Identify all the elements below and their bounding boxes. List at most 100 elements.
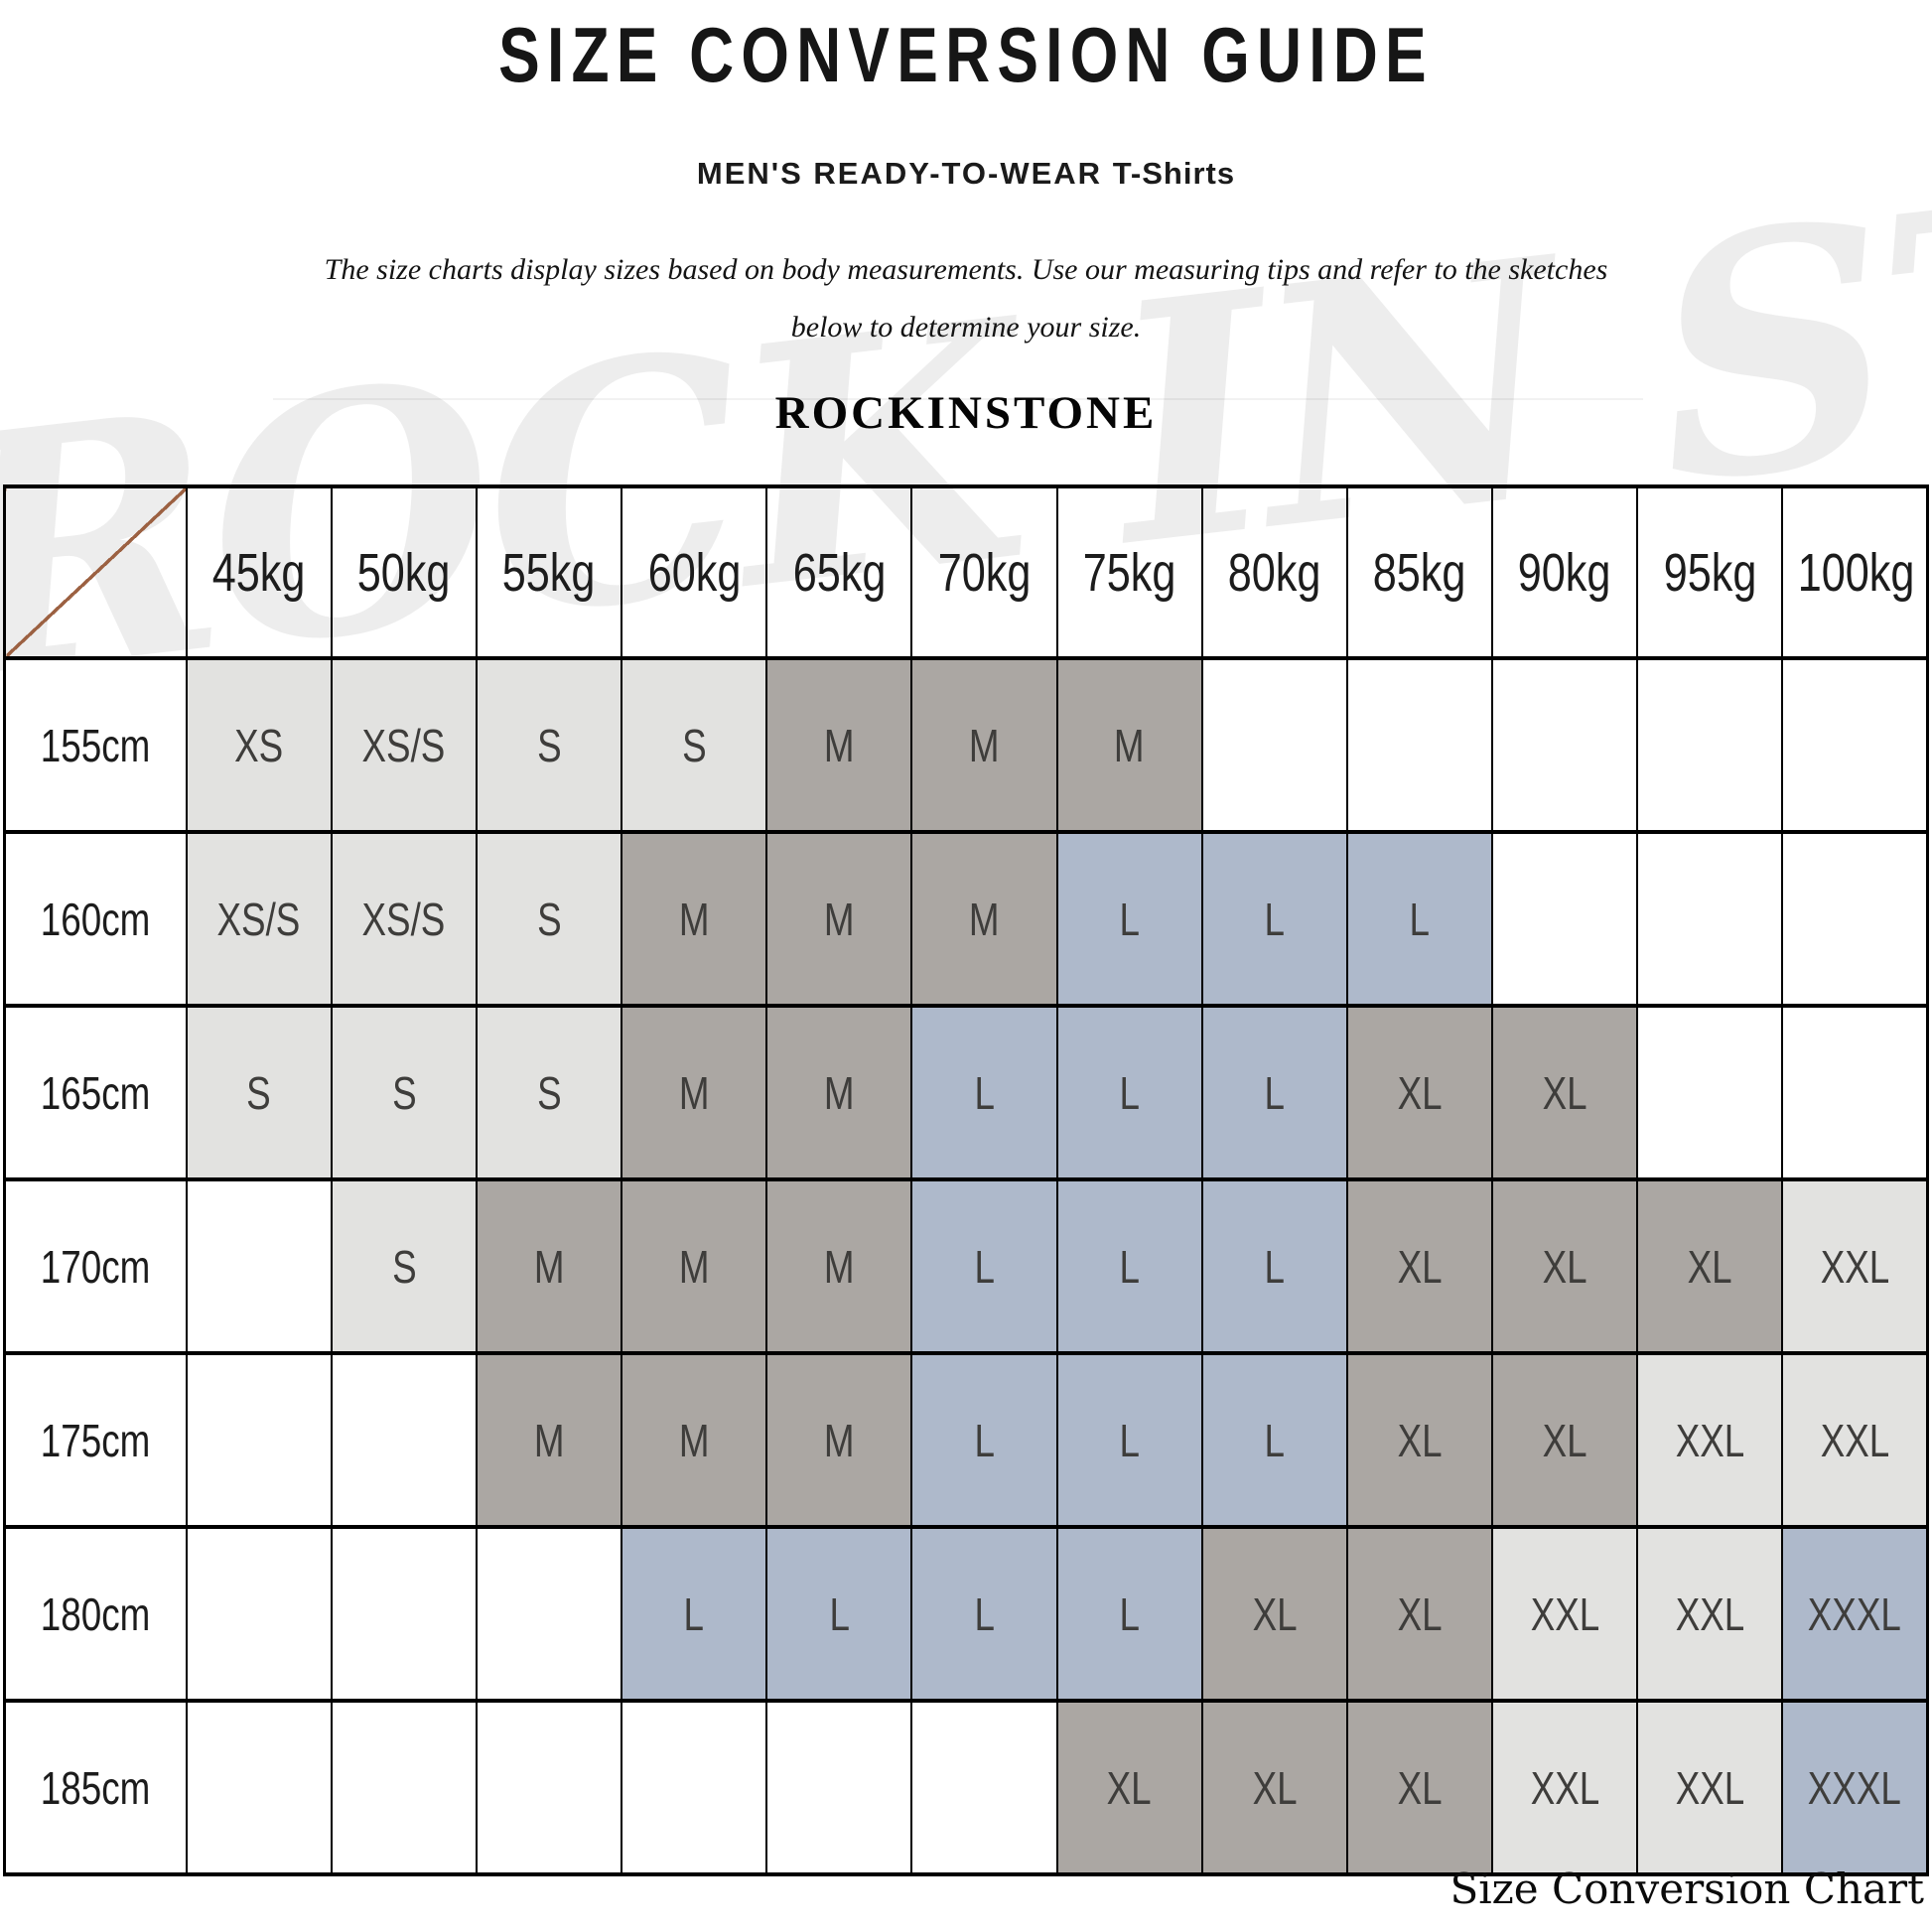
size-cell-165cm-45kg: S: [185, 1004, 333, 1181]
size-cell-185cm-90kg: XXL: [1490, 1699, 1639, 1876]
size-cell-160cm-45kg: XS/S: [185, 830, 333, 1008]
weight-header-label: 95kg: [1663, 542, 1757, 603]
table-row-165cm: 165cm S S S M M L L L XL XL: [3, 1004, 1929, 1181]
size-cell-155cm-100kg: [1781, 656, 1929, 834]
size-value: L: [1119, 1587, 1140, 1640]
size-cell-155cm-55kg: S: [475, 656, 623, 834]
size-cell-155cm-60kg: S: [621, 656, 768, 834]
size-cell-175cm-70kg: L: [910, 1351, 1058, 1529]
weight-header-label: 75kg: [1082, 542, 1176, 603]
weight-header-80kg: 80kg: [1200, 484, 1348, 660]
height-label-text: 175cm: [41, 1414, 151, 1466]
size-value: M: [823, 719, 855, 771]
table-row-155cm: 155cm XS XS/S S S M M M: [3, 656, 1929, 834]
size-cell-160cm-85kg: L: [1345, 830, 1493, 1008]
size-value: M: [823, 893, 855, 945]
corner-diagonal-cell: [3, 484, 188, 660]
size-cell-175cm-50kg: [330, 1351, 478, 1529]
size-value: XXL: [1675, 1414, 1744, 1466]
size-cell-175cm-85kg: XL: [1345, 1351, 1493, 1529]
size-value: L: [1264, 893, 1285, 945]
height-label-185cm: 185cm: [3, 1699, 188, 1876]
size-value: M: [533, 1414, 565, 1466]
size-cell-160cm-65kg: M: [765, 830, 913, 1008]
size-value: XXXL: [1808, 1761, 1902, 1814]
weight-header-label: 85kg: [1373, 542, 1466, 603]
size-value: XXL: [1675, 1761, 1744, 1814]
size-cell-170cm-90kg: XL: [1490, 1177, 1639, 1355]
size-value: S: [246, 1066, 272, 1119]
size-value: L: [1119, 1066, 1140, 1119]
size-cell-185cm-55kg: [475, 1699, 623, 1876]
weight-header-70kg: 70kg: [910, 484, 1058, 660]
size-cell-175cm-60kg: M: [621, 1351, 768, 1529]
size-cell-155cm-80kg: [1200, 656, 1348, 834]
subtitle-product: T-Shirts: [1112, 156, 1236, 191]
size-value: XXXL: [1808, 1587, 1902, 1640]
subtitle-category: MEN'S READY-TO-WEAR: [696, 156, 1103, 191]
header: SIZE CONVERSION GUIDE MEN'S READY-TO-WEA…: [0, 0, 1932, 440]
size-cell-170cm-95kg: XL: [1636, 1177, 1784, 1355]
height-label-180cm: 180cm: [3, 1525, 188, 1703]
size-cell-165cm-90kg: XL: [1490, 1004, 1639, 1181]
size-cell-175cm-55kg: M: [475, 1351, 623, 1529]
size-value: S: [536, 719, 562, 771]
size-cell-160cm-95kg: [1636, 830, 1784, 1008]
size-value: M: [678, 1414, 710, 1466]
weight-header-label: 50kg: [357, 542, 451, 603]
weight-header-60kg: 60kg: [621, 484, 768, 660]
size-value: L: [1119, 1414, 1140, 1466]
size-value: L: [683, 1587, 705, 1640]
size-cell-185cm-85kg: XL: [1345, 1699, 1493, 1876]
size-cell-155cm-85kg: [1345, 656, 1493, 834]
size-cell-165cm-55kg: S: [475, 1004, 623, 1181]
size-value: S: [536, 1066, 562, 1119]
size-cell-170cm-65kg: M: [765, 1177, 913, 1355]
size-value: M: [823, 1414, 855, 1466]
size-cell-175cm-80kg: L: [1200, 1351, 1348, 1529]
size-cell-170cm-100kg: XXL: [1781, 1177, 1929, 1355]
height-label-text: 180cm: [41, 1587, 151, 1640]
size-cell-170cm-70kg: L: [910, 1177, 1058, 1355]
weight-header-45kg: 45kg: [185, 484, 333, 660]
size-value: XS: [234, 719, 284, 771]
size-cell-155cm-65kg: M: [765, 656, 913, 834]
size-cell-185cm-45kg: [185, 1699, 333, 1876]
size-value: M: [969, 719, 1000, 771]
size-value: S: [391, 1240, 417, 1293]
size-cell-170cm-50kg: S: [330, 1177, 478, 1355]
weight-header-label: 90kg: [1518, 542, 1611, 603]
size-value: M: [678, 893, 710, 945]
chart-caption: Size Conversion Chart: [1449, 1864, 1924, 1913]
size-cell-170cm-60kg: M: [621, 1177, 768, 1355]
size-value: XL: [1397, 1761, 1443, 1814]
size-cell-155cm-95kg: [1636, 656, 1784, 834]
size-value: XL: [1107, 1761, 1153, 1814]
size-cell-170cm-45kg: [185, 1177, 333, 1355]
size-value: L: [974, 1414, 995, 1466]
size-cell-175cm-45kg: [185, 1351, 333, 1529]
weight-header-label: 55kg: [502, 542, 596, 603]
size-cell-155cm-45kg: XS: [185, 656, 333, 834]
size-cell-185cm-75kg: XL: [1055, 1699, 1203, 1876]
size-value: L: [1119, 1240, 1140, 1293]
size-cell-155cm-70kg: M: [910, 656, 1058, 834]
weight-header-90kg: 90kg: [1490, 484, 1639, 660]
weight-header-65kg: 65kg: [765, 484, 913, 660]
size-cell-160cm-75kg: L: [1055, 830, 1203, 1008]
size-value: L: [1264, 1414, 1285, 1466]
size-value: XL: [1542, 1414, 1587, 1466]
size-cell-175cm-65kg: M: [765, 1351, 913, 1529]
size-value: L: [1264, 1066, 1285, 1119]
size-cell-180cm-70kg: L: [910, 1525, 1058, 1703]
size-value: L: [1264, 1240, 1285, 1293]
table-header: 45kg 50kg 55kg 60kg 65kg 70kg 75kg 80kg 85kg 90kg…: [3, 484, 1929, 660]
size-cell-165cm-70kg: L: [910, 1004, 1058, 1181]
size-cell-185cm-50kg: [330, 1699, 478, 1876]
height-label-text: 170cm: [41, 1240, 151, 1293]
weight-header-label: 100kg: [1797, 542, 1915, 603]
size-value: M: [533, 1240, 565, 1293]
weight-header-95kg: 95kg: [1636, 484, 1784, 660]
size-value: XL: [1252, 1761, 1298, 1814]
page-title: SIZE CONVERSION GUIDE: [498, 11, 1434, 98]
